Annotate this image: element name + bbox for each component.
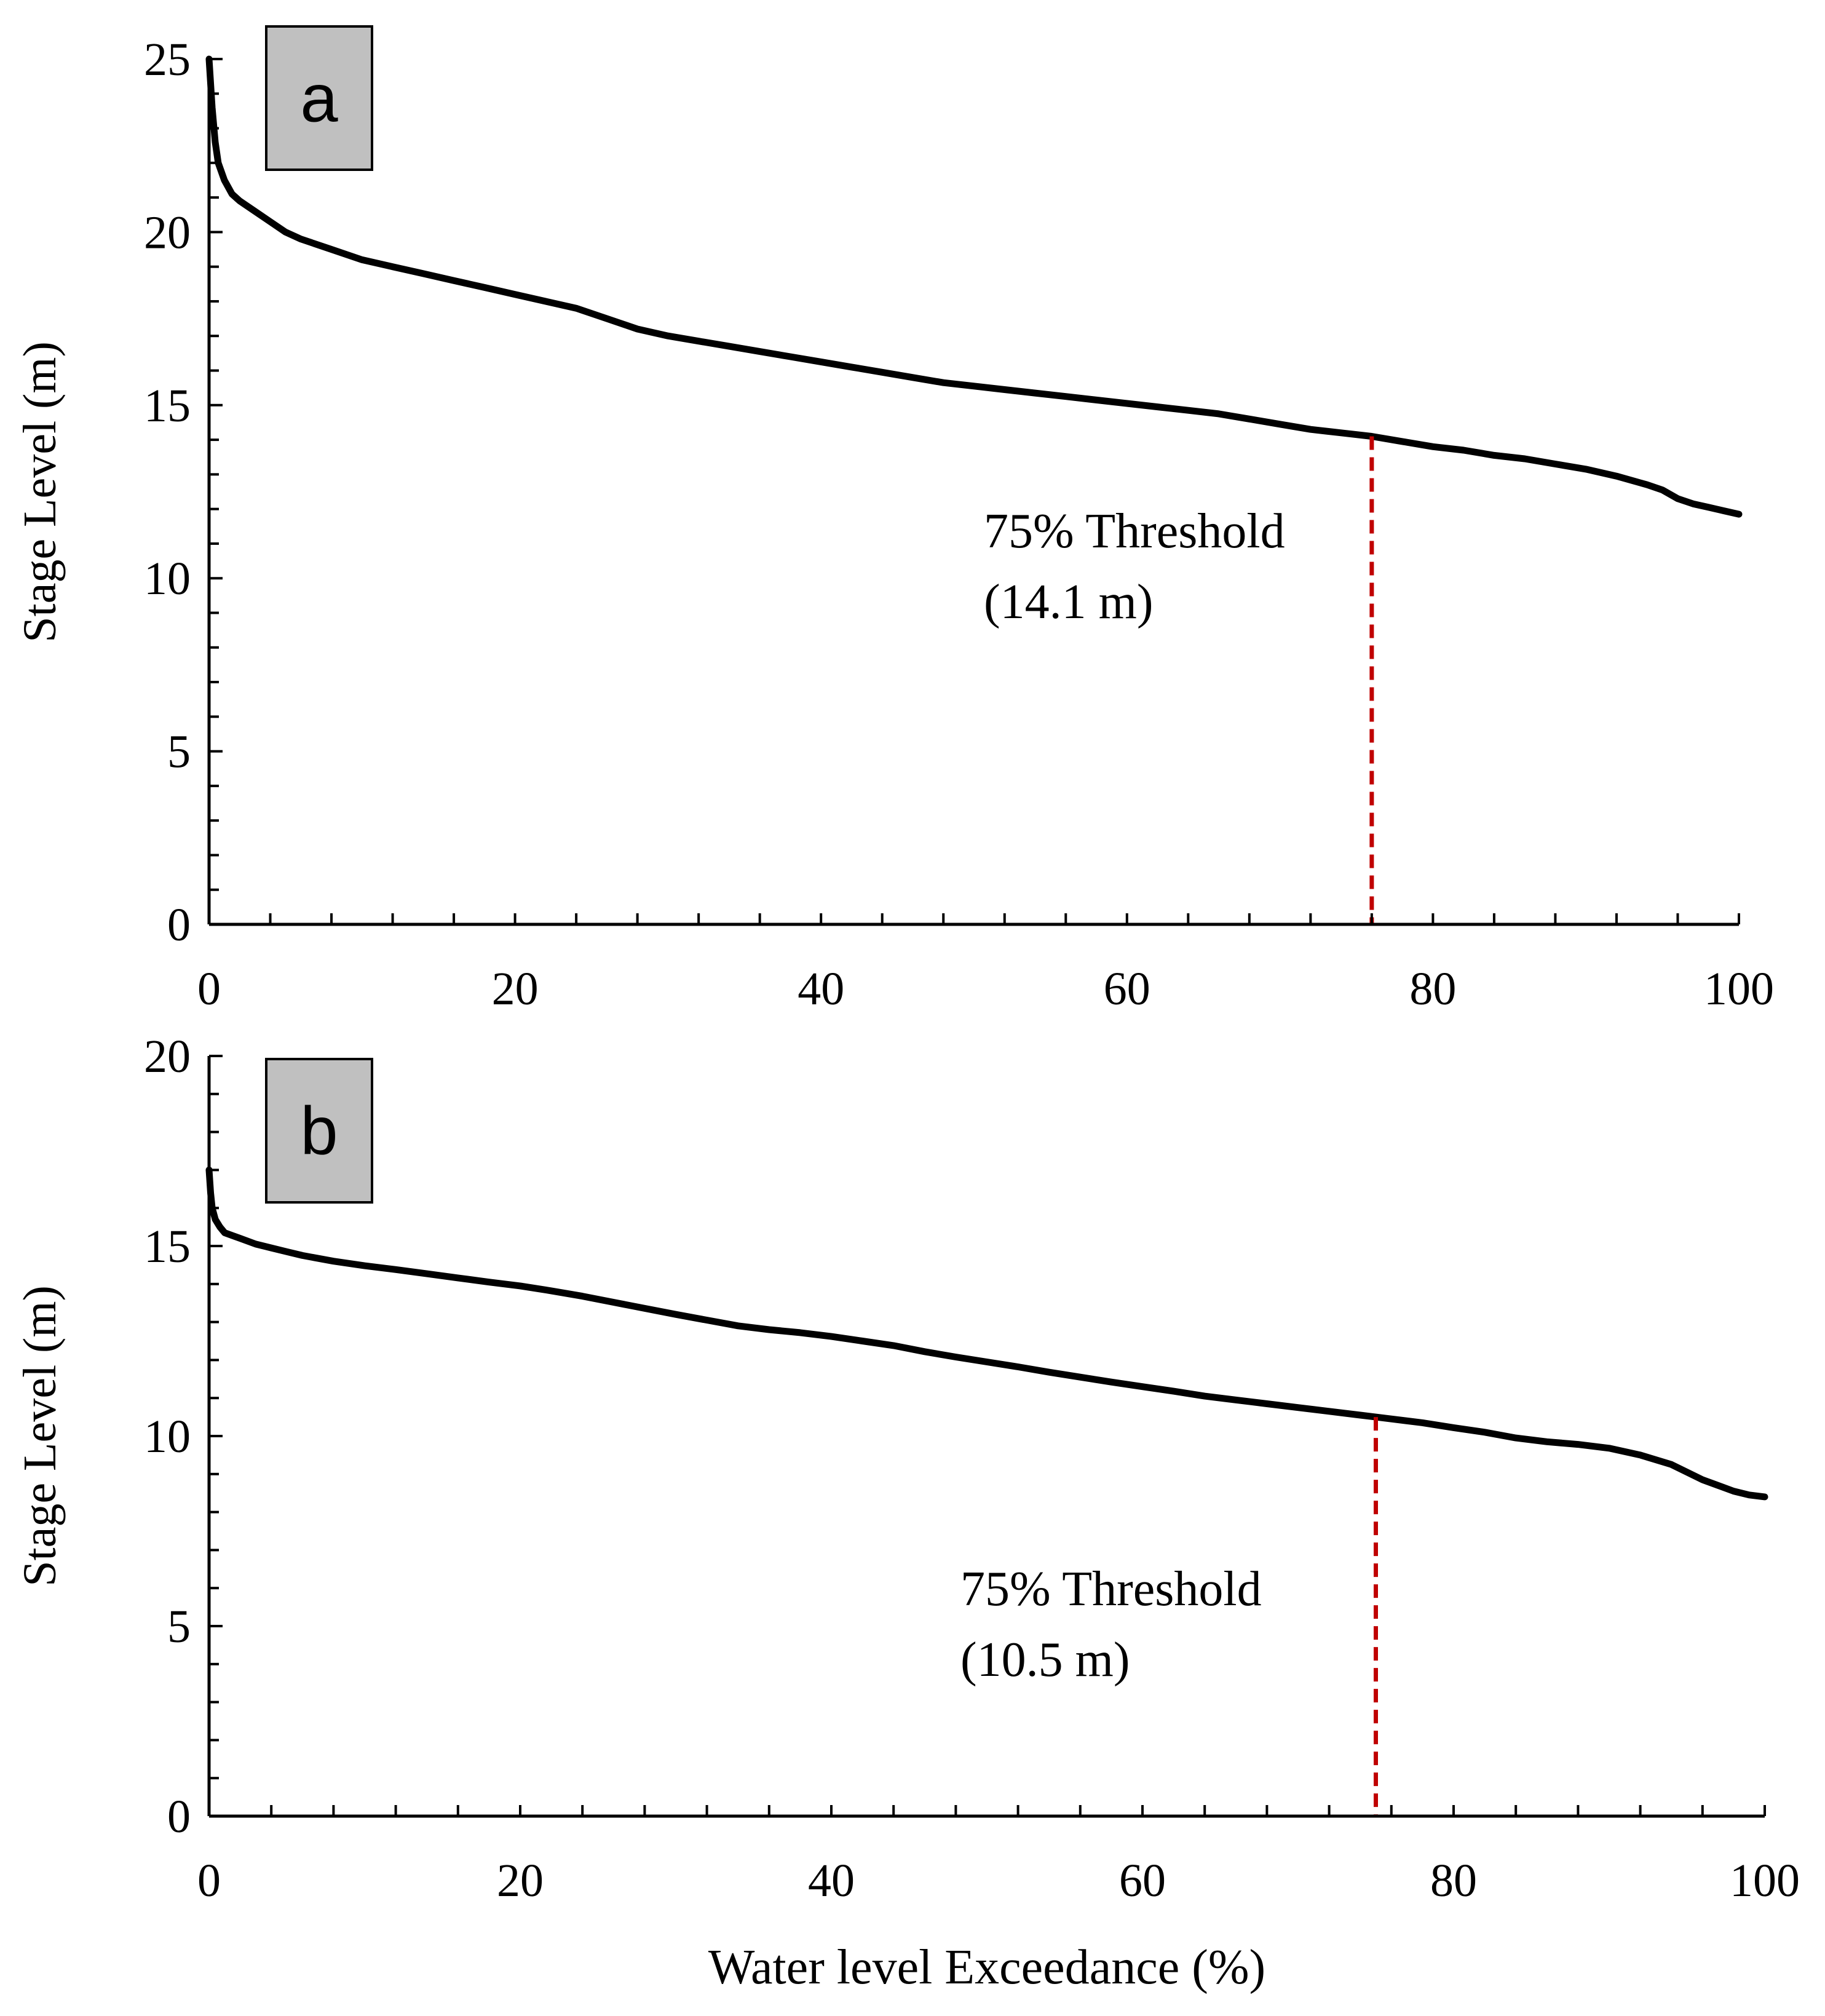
threshold-label-b-line2: (10.5 m) [960, 1633, 1130, 1687]
axes-layer-a [207, 58, 1740, 926]
x-tick-label: 80 [1409, 963, 1456, 1015]
y-tick-label: 20 [144, 1031, 191, 1082]
y-tick-label: 25 [144, 34, 191, 85]
threshold-label-a-line1: 75% Threshold [984, 504, 1285, 558]
y-tick-label: 5 [167, 726, 191, 778]
series-layer-b [205, 1166, 1768, 1501]
threshold-label-b-line1: 75% Threshold [960, 1562, 1262, 1616]
y-axis-label-a: Stage Level (m) [14, 341, 66, 643]
chart-panel-b: 0 5 10 15 20 0 20 40 60 80 100 Stage Level (m) 75%… [14, 1031, 1800, 1994]
x-tick-label: 40 [798, 963, 844, 1015]
panel-label-box-a: a [265, 25, 373, 171]
y-tick-label: 20 [144, 207, 191, 258]
x-tick-label: 60 [1104, 963, 1150, 1015]
y-tick-label: 15 [144, 380, 191, 432]
tick-labels-a: 0 5 10 15 20 25 0 20 40 60 80 100 [144, 34, 1774, 1015]
y-tick-label: 10 [144, 553, 191, 605]
series-layer-a [205, 55, 1743, 518]
series-line [205, 1166, 1768, 1501]
panel-label-b: b [300, 1093, 338, 1169]
series-line [205, 55, 1743, 518]
panel-label-a: a [300, 61, 338, 137]
x-tick-label: 40 [808, 1855, 855, 1907]
x-tick-label: 80 [1430, 1855, 1477, 1907]
x-tick-label: 0 [197, 1855, 221, 1907]
x-axis-label: Water level Exceedance (%) [708, 1940, 1265, 1994]
threshold-label-a-line2: (14.1 m) [984, 575, 1154, 629]
y-axis-label-b: Stage Level (m) [14, 1285, 66, 1587]
chart-panel-a: 0 5 10 15 20 25 0 20 40 60 80 100 Stage Level (m) 7… [14, 25, 1774, 1015]
x-tick-label: 100 [1730, 1855, 1800, 1907]
axes-layer-b [207, 1055, 1766, 1818]
x-tick-label: 20 [497, 1855, 544, 1907]
x-tick-label: 20 [492, 963, 539, 1015]
x-tick-label: 100 [1704, 963, 1774, 1015]
x-tick-label: 60 [1119, 1855, 1166, 1907]
panel-label-box-b: b [265, 1058, 373, 1204]
y-tick-label: 15 [144, 1221, 191, 1272]
y-tick-label: 5 [167, 1601, 191, 1653]
y-tick-label: 10 [144, 1411, 191, 1462]
tick-labels-b: 0 5 10 15 20 0 20 40 60 80 100 [144, 1031, 1800, 1907]
y-tick-label: 0 [167, 1791, 191, 1843]
x-tick-label: 0 [197, 963, 221, 1015]
y-tick-label: 0 [167, 899, 191, 951]
